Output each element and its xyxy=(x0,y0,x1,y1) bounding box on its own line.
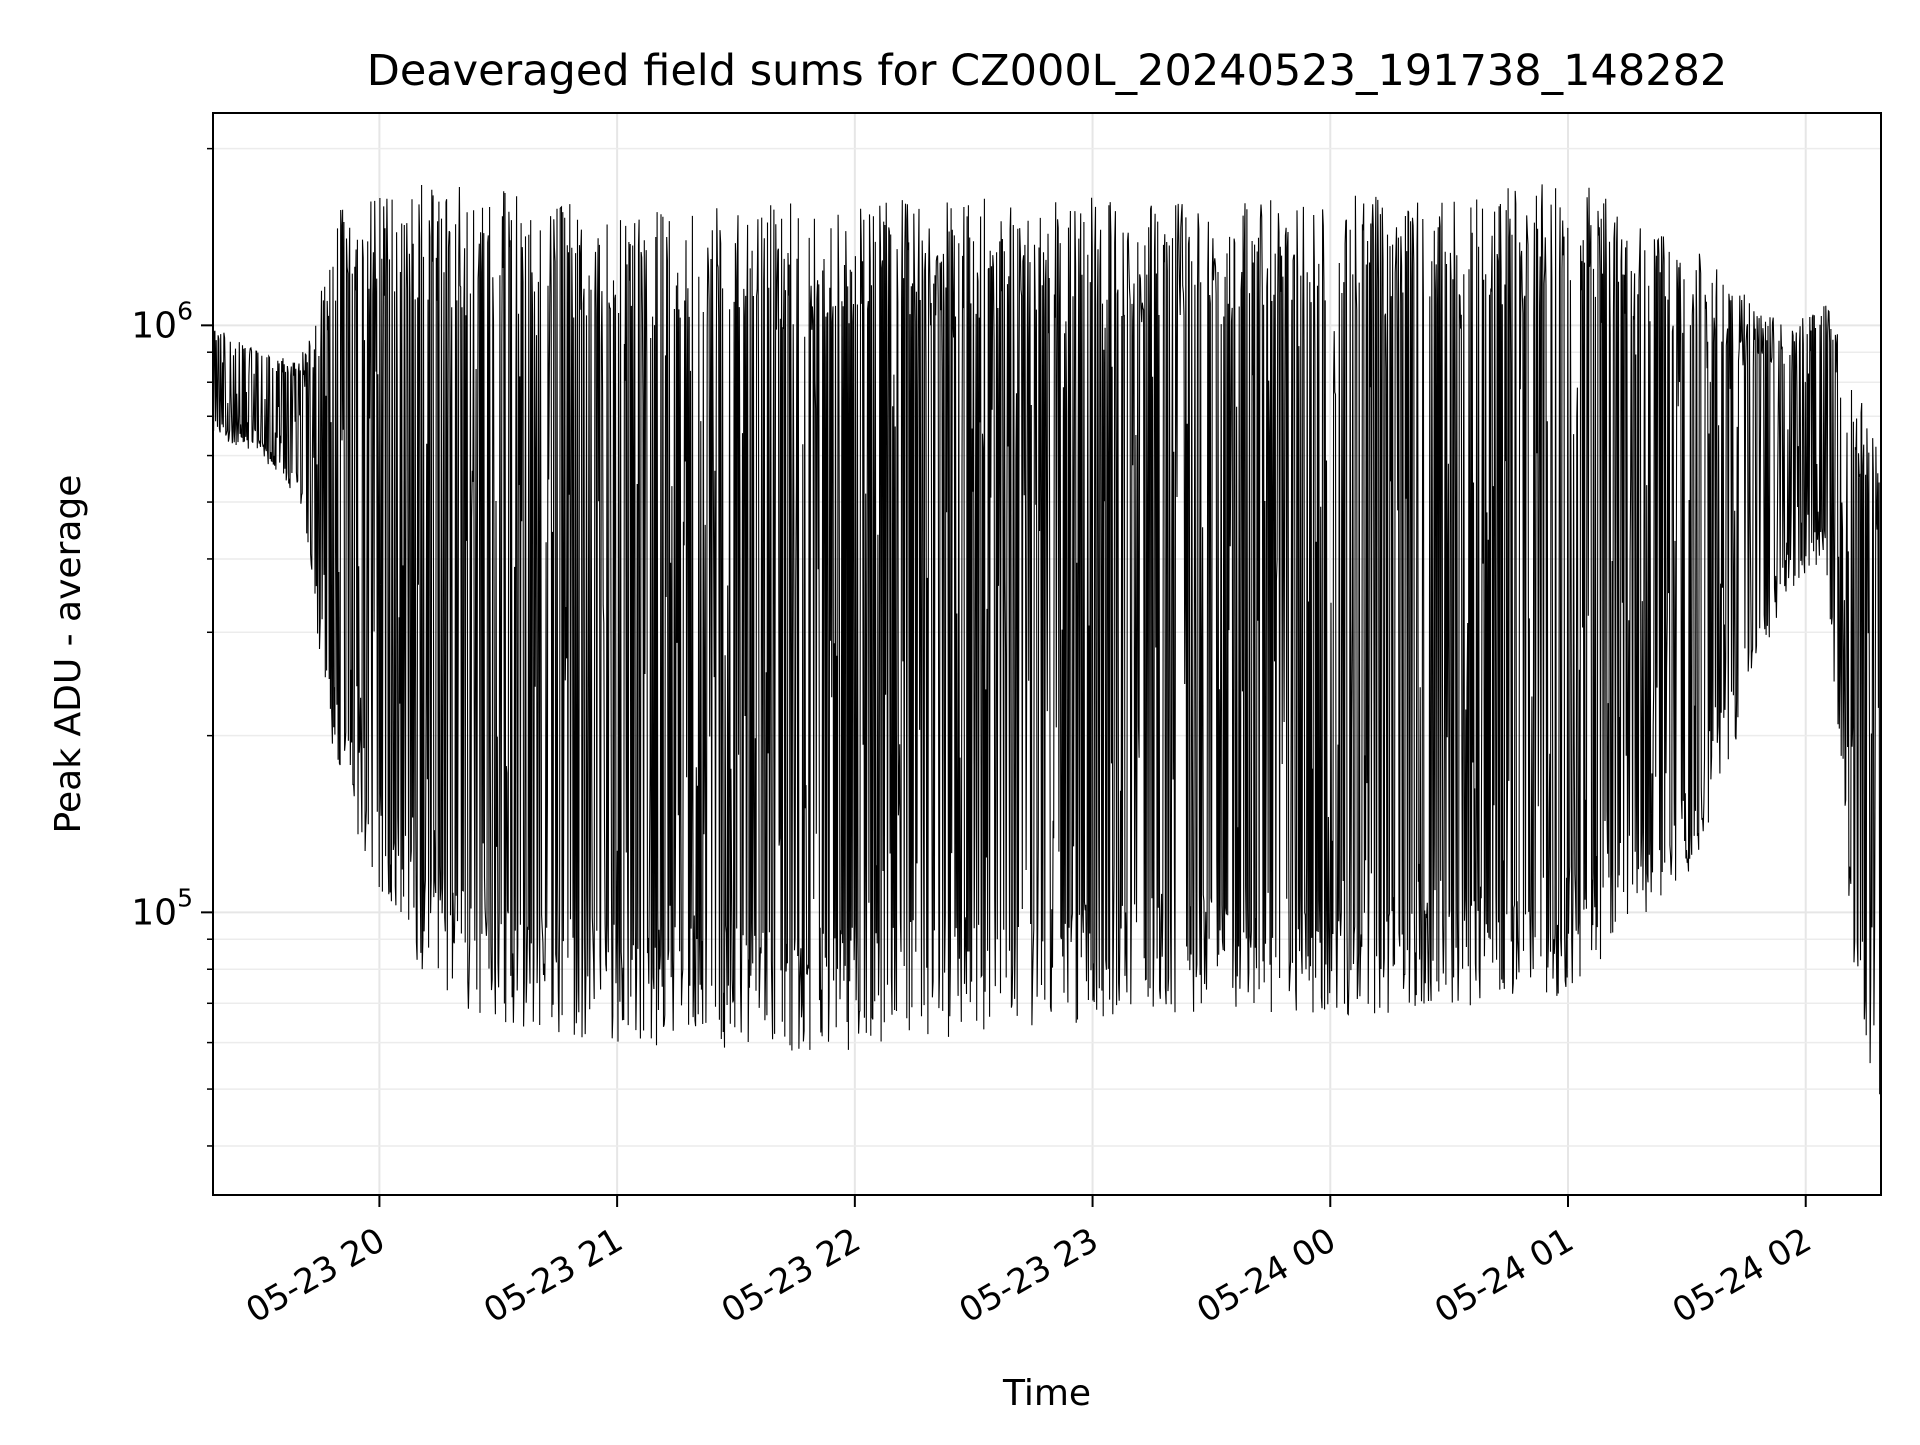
chart-title: Deaveraged field sums for CZ000L_2024052… xyxy=(367,46,1728,96)
y-tick-label: 105 xyxy=(131,883,193,933)
x-axis-label: Time xyxy=(1002,1373,1091,1414)
series-line xyxy=(212,184,1882,1095)
y-axis-label: Peak ADU - average xyxy=(48,475,89,834)
y-axis: 105 106 xyxy=(131,147,213,1147)
plot-frame xyxy=(212,112,1882,1196)
y-tick-label: 106 xyxy=(131,296,193,346)
data-layer xyxy=(212,184,1882,1095)
